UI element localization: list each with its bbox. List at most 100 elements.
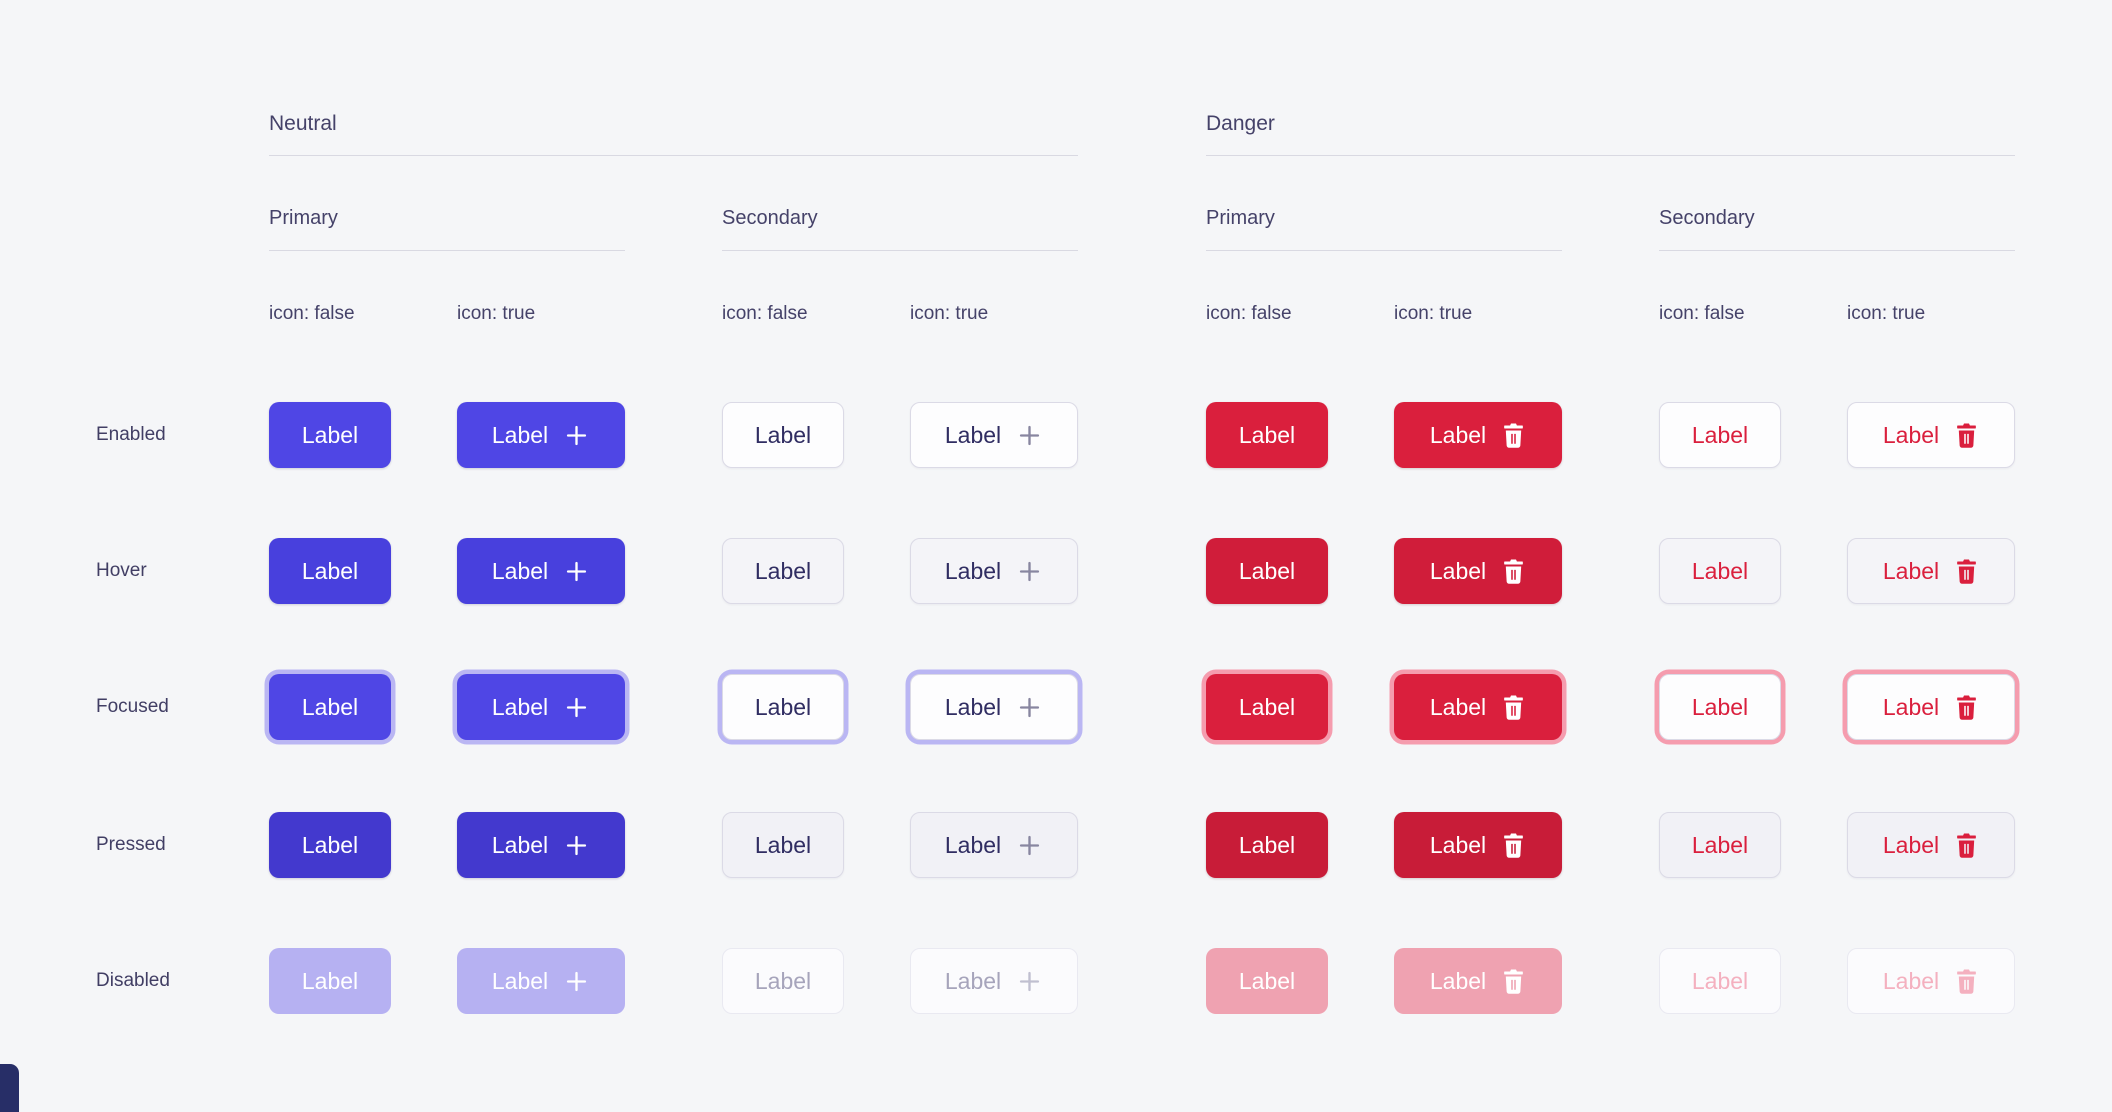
button-neutral-secondary-enabled[interactable]: Label <box>722 402 844 468</box>
button-danger-primary-disabled: Label <box>1206 948 1328 1014</box>
button-neutral-primary-pressed[interactable]: Label <box>269 812 391 878</box>
trash-icon <box>1954 968 1979 995</box>
button-label: Label <box>1691 967 1749 994</box>
button-label: Label <box>491 693 549 720</box>
group-divider <box>269 155 1078 156</box>
trash-icon <box>1954 558 1979 585</box>
button-danger-secondary-focused[interactable]: Label <box>1659 674 1781 740</box>
button-label: Label <box>1238 693 1296 720</box>
button-danger-primary-disabled-with-icon: Label <box>1394 948 1562 1014</box>
group-danger: Danger Primary icon: false icon: true Second… <box>1206 0 2015 1112</box>
button-danger-primary-hover[interactable]: Label <box>1206 538 1328 604</box>
button-danger-secondary-hover-with-icon[interactable]: Label <box>1847 538 2015 604</box>
button-neutral-primary-enabled-with-icon[interactable]: Label <box>457 402 625 468</box>
button-neutral-secondary-pressed-with-icon[interactable]: Label <box>910 812 1078 878</box>
button-neutral-primary-pressed-with-icon[interactable]: Label <box>457 812 625 878</box>
variant-title-danger-primary: Primary <box>1206 207 1275 229</box>
button-neutral-secondary-hover-with-icon[interactable]: Label <box>910 538 1078 604</box>
button-danger-secondary-enabled-with-icon[interactable]: Label <box>1847 402 2015 468</box>
column-header-icon-false: icon: false <box>1206 303 1292 324</box>
button-neutral-secondary-hover[interactable]: Label <box>722 538 844 604</box>
button-label: Label <box>1691 557 1749 584</box>
row-label-hover: Hover <box>96 560 147 581</box>
button-label: Label <box>1882 421 1940 448</box>
button-label: Label <box>1238 557 1296 584</box>
button-label: Label <box>754 967 812 994</box>
button-label: Label <box>491 557 549 584</box>
variant-title-neutral-secondary: Secondary <box>722 207 818 229</box>
column-header-icon-false: icon: false <box>1659 303 1745 324</box>
trash-icon <box>1954 422 1979 449</box>
column-header-icon-true: icon: true <box>457 303 536 324</box>
button-label: Label <box>1882 967 1940 994</box>
button-label: Label <box>1238 421 1296 448</box>
plus-icon <box>1016 832 1043 859</box>
button-label: Label <box>754 831 812 858</box>
plus-icon <box>563 694 590 721</box>
button-danger-primary-focused[interactable]: Label <box>1206 674 1328 740</box>
trash-icon <box>1501 422 1526 449</box>
button-label: Label <box>1691 693 1749 720</box>
plus-icon <box>1016 968 1043 995</box>
button-neutral-secondary-focused-with-icon[interactable]: Label <box>910 674 1078 740</box>
plus-icon <box>563 832 590 859</box>
button-danger-primary-hover-with-icon[interactable]: Label <box>1394 538 1562 604</box>
button-danger-secondary-pressed[interactable]: Label <box>1659 812 1781 878</box>
button-neutral-primary-focused[interactable]: Label <box>269 674 391 740</box>
button-label: Label <box>1691 421 1749 448</box>
button-label: Label <box>491 967 549 994</box>
button-neutral-primary-hover-with-icon[interactable]: Label <box>457 538 625 604</box>
button-label: Label <box>944 421 1002 448</box>
button-neutral-secondary-disabled: Label <box>722 948 844 1014</box>
button-danger-secondary-hover[interactable]: Label <box>1659 538 1781 604</box>
trash-icon <box>1501 968 1526 995</box>
trash-icon <box>1501 694 1526 721</box>
button-label: Label <box>1238 831 1296 858</box>
column-header-icon-true: icon: true <box>1394 303 1473 324</box>
button-danger-primary-enabled-with-icon[interactable]: Label <box>1394 402 1562 468</box>
button-neutral-secondary-focused[interactable]: Label <box>722 674 844 740</box>
button-neutral-secondary-enabled-with-icon[interactable]: Label <box>910 402 1078 468</box>
column-header-icon-true: icon: true <box>910 303 989 324</box>
button-danger-primary-pressed-with-icon[interactable]: Label <box>1394 812 1562 878</box>
row-label-enabled: Enabled <box>96 424 166 445</box>
button-danger-secondary-enabled[interactable]: Label <box>1659 402 1781 468</box>
button-danger-secondary-disabled: Label <box>1659 948 1781 1014</box>
variant-title-neutral-primary: Primary <box>269 207 338 229</box>
button-danger-secondary-disabled-with-icon: Label <box>1847 948 2015 1014</box>
button-danger-primary-pressed[interactable]: Label <box>1206 812 1328 878</box>
button-label: Label <box>1429 967 1487 994</box>
column-header-icon-true: icon: true <box>1847 303 1926 324</box>
button-neutral-primary-disabled: Label <box>269 948 391 1014</box>
group-neutral: Neutral Primary icon: false icon: true Secon… <box>269 0 1078 1112</box>
button-label: Label <box>1429 831 1487 858</box>
button-label: Label <box>1882 693 1940 720</box>
button-label: Label <box>301 967 359 994</box>
variant-divider <box>722 250 1078 251</box>
button-label: Label <box>944 693 1002 720</box>
button-danger-secondary-focused-with-icon[interactable]: Label <box>1847 674 2015 740</box>
button-neutral-primary-enabled[interactable]: Label <box>269 402 391 468</box>
button-label: Label <box>1691 831 1749 858</box>
button-label: Label <box>491 831 549 858</box>
button-neutral-primary-focused-with-icon[interactable]: Label <box>457 674 625 740</box>
variant-divider <box>1659 250 2015 251</box>
column-header-icon-false: icon: false <box>722 303 808 324</box>
button-neutral-secondary-pressed[interactable]: Label <box>722 812 844 878</box>
row-label-disabled: Disabled <box>96 970 170 991</box>
plus-icon <box>563 422 590 449</box>
variant-divider <box>1206 250 1562 251</box>
button-neutral-primary-hover[interactable]: Label <box>269 538 391 604</box>
button-danger-primary-enabled[interactable]: Label <box>1206 402 1328 468</box>
cutoff-corner-element <box>0 1064 19 1112</box>
button-neutral-secondary-disabled-with-icon: Label <box>910 948 1078 1014</box>
button-danger-secondary-pressed-with-icon[interactable]: Label <box>1847 812 2015 878</box>
row-label-focused: Focused <box>96 696 169 717</box>
trash-icon <box>1501 558 1526 585</box>
button-danger-primary-focused-with-icon[interactable]: Label <box>1394 674 1562 740</box>
button-label: Label <box>1238 967 1296 994</box>
button-label: Label <box>944 831 1002 858</box>
plus-icon <box>563 968 590 995</box>
button-label: Label <box>1429 421 1487 448</box>
